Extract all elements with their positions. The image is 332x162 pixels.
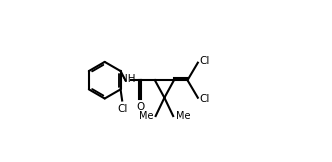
Text: O: O	[136, 102, 145, 112]
Text: Cl: Cl	[200, 94, 210, 104]
Text: Me: Me	[176, 111, 190, 121]
Text: Me: Me	[139, 111, 153, 121]
Text: NH: NH	[120, 74, 135, 84]
Text: Cl: Cl	[200, 56, 210, 66]
Text: Cl: Cl	[117, 104, 127, 114]
